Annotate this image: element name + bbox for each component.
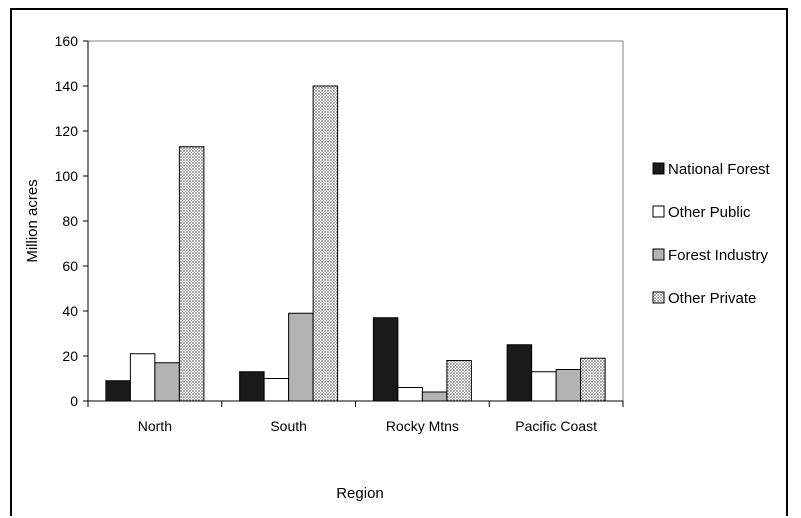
bar [372, 317, 399, 402]
y-tick-label: 40 [62, 303, 78, 319]
x-axis-title: Region [336, 485, 384, 502]
y-tick-label: 0 [70, 393, 78, 409]
bar [154, 362, 180, 402]
legend-label: National Forest [668, 161, 771, 178]
bar [506, 344, 533, 402]
bar [105, 380, 131, 402]
legend-swatch [652, 248, 665, 261]
x-tick-label: South [270, 418, 307, 434]
legend-label: Forest Industry [668, 247, 769, 264]
bar [129, 353, 156, 402]
bar [312, 85, 339, 402]
y-tick-label: 20 [62, 348, 78, 364]
x-tick-label: North [138, 418, 172, 434]
bar [555, 369, 582, 402]
bars [105, 85, 606, 402]
legend-label: Other Public [668, 204, 751, 221]
x-tick-label: Pacific Coast [515, 418, 597, 434]
legend: National Forest Other Public Forest Indust… [652, 161, 771, 307]
bar [580, 357, 606, 402]
bar [178, 146, 205, 402]
y-axis: 0 20 40 60 80 100 120 140 160 [55, 33, 89, 409]
plot-area [87, 40, 624, 402]
y-axis-title: Million acres [24, 179, 41, 262]
legend-label: Other Private [668, 290, 756, 307]
bar [421, 391, 448, 402]
y-tick-label: 80 [62, 213, 78, 229]
y-tick-label: 60 [62, 258, 78, 274]
bar [397, 387, 423, 402]
bar [446, 360, 472, 402]
y-tick-label: 160 [55, 33, 79, 49]
bar [288, 312, 314, 402]
legend-swatch [652, 205, 665, 218]
legend-swatch [652, 291, 665, 304]
bar [263, 378, 290, 402]
y-tick-label: 120 [55, 123, 79, 139]
legend-swatch [652, 162, 665, 175]
bar [239, 371, 265, 402]
y-tick-label: 100 [55, 168, 79, 184]
y-tick-label: 140 [55, 78, 79, 94]
x-axis: North South Rocky Mtns Pacific Coast [87, 400, 624, 434]
x-tick-label: Rocky Mtns [386, 418, 459, 434]
bar [531, 371, 557, 402]
